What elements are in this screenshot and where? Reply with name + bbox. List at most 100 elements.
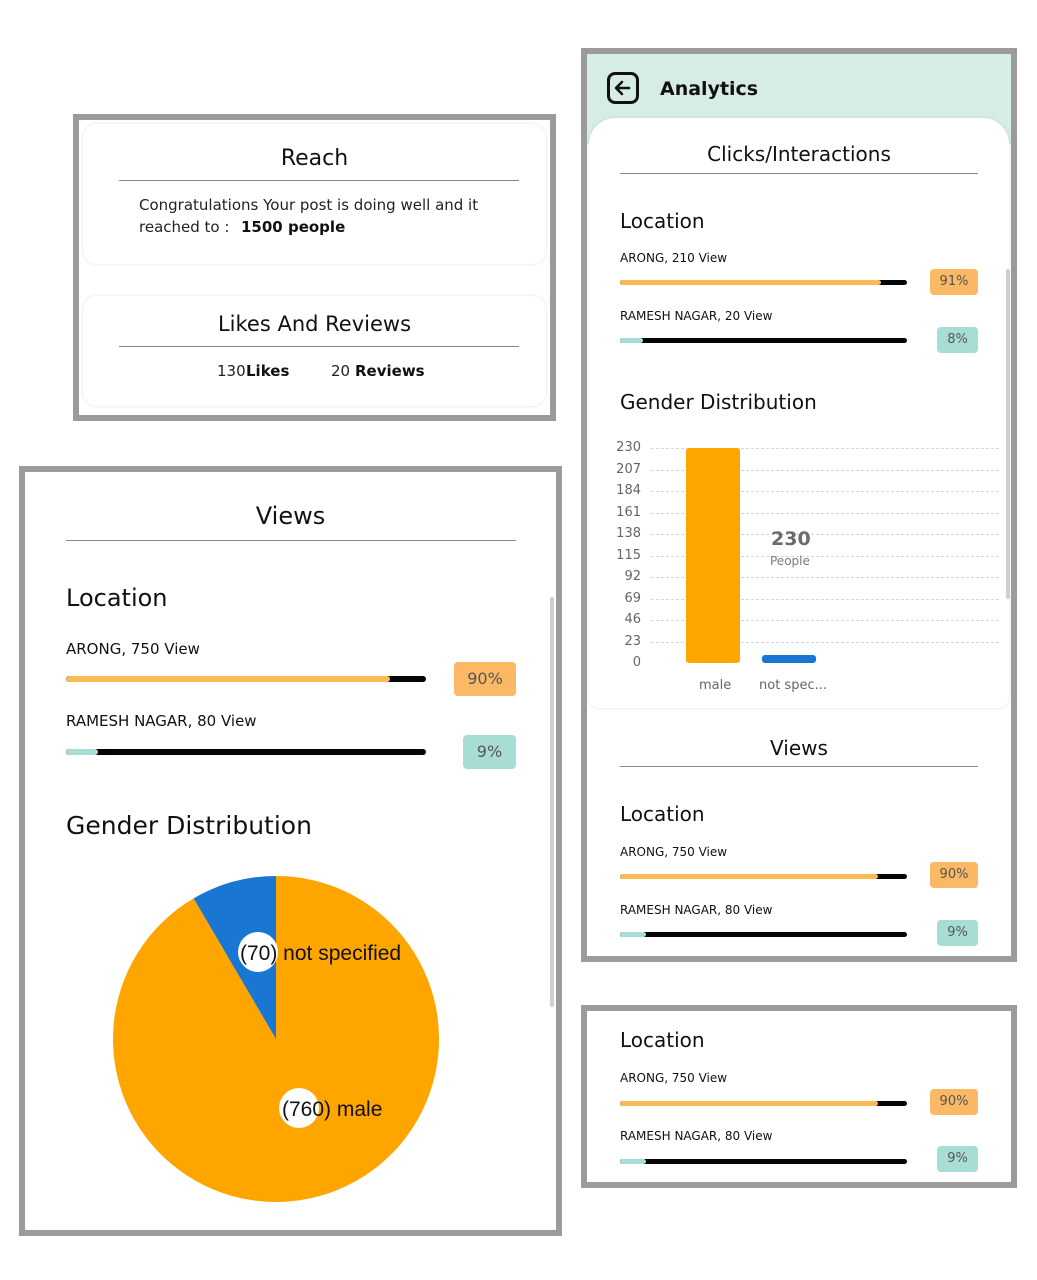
grid-line — [651, 577, 999, 578]
likes-divider — [119, 346, 519, 347]
views-gender-heading: Gender Distribution — [66, 811, 312, 840]
views-progress-bar-ramesh-nagar — [620, 932, 907, 937]
bar-male[interactable] — [686, 448, 740, 663]
bottom-location-label-arong: ARONG, 750 View — [620, 1071, 728, 1085]
y-axis: 230 207 184 161 138 115 92 69 46 23 0 — [609, 440, 649, 670]
views-scrollbar[interactable] — [550, 597, 554, 1007]
bottom-progress-fill-ramesh-nagar — [620, 1159, 646, 1164]
reach-count: 1500 people — [241, 218, 346, 236]
reach-title: Reach — [280, 146, 349, 171]
analytics-views-title: Views — [770, 736, 828, 760]
clicks-title: Clicks/Interactions — [707, 142, 891, 166]
chart-annotation-value: 230 — [771, 528, 811, 550]
reach-text-prefix: reached to : — [139, 218, 230, 236]
grid-line — [651, 448, 999, 449]
pie-slice-male — [112, 876, 439, 1202]
y-tick-label: 230 — [616, 440, 641, 455]
progress-bar-arong — [66, 676, 426, 682]
click-location-label-arong: ARONG, 210 View — [620, 251, 728, 265]
views-percent-badge-ramesh-nagar: 9% — [937, 920, 978, 946]
y-tick-label: 115 — [616, 547, 641, 563]
y-tick-label: 207 — [616, 461, 641, 477]
clicks-card: Clicks/Interactions Location ARONG, 210 … — [589, 118, 1009, 708]
analytics-panel: Analytics Clicks/Interactions Location A… — [581, 48, 1017, 962]
views-progress-fill-ramesh-nagar — [620, 932, 646, 937]
grid-line — [651, 469, 999, 471]
views-location-label-arong: ARONG, 750 View — [620, 845, 728, 859]
views-percent-badge-arong: 90% — [930, 862, 978, 888]
bottom-percent-badge-arong: 90% — [930, 1089, 978, 1115]
progress-fill-arong — [66, 676, 390, 682]
location-label-ramesh-nagar: RAMESH NAGAR, 80 View — [66, 712, 257, 730]
grid-line — [651, 555, 999, 557]
analytics-views-divider — [620, 766, 978, 767]
reach-text: Congratulations Your post is doing well … — [139, 196, 479, 214]
grid-line — [651, 512, 999, 514]
clicks-location-heading: Location — [620, 209, 705, 233]
y-tick-label: 0 — [632, 655, 641, 670]
y-tick-label: 23 — [624, 633, 641, 649]
click-progress-bar-arong — [620, 280, 907, 285]
pie-label-dot-not-specified — [238, 932, 278, 972]
pie-label-dot-male — [279, 1088, 319, 1128]
percent-badge-ramesh-nagar: 9% — [463, 735, 516, 769]
reach-panel: Reach Congratulations Your post is doing… — [73, 114, 556, 421]
reviews-label: Reviews — [355, 362, 425, 380]
click-percent-badge-arong: 91% — [930, 269, 978, 295]
reach-card: Reach Congratulations Your post is doing… — [83, 124, 546, 264]
gender-bar-chart: 230 207 184 161 138 115 92 69 46 23 0 230 People m… — [609, 440, 999, 700]
gender-pie-chart: (70) not specified (760) male — [112, 876, 439, 1202]
percent-badge-arong: 90% — [454, 662, 516, 696]
views-divider — [66, 540, 516, 541]
likes-card: Likes And Reviews 130 Likes 20 Reviews — [83, 296, 546, 406]
arrow-left-icon — [614, 80, 631, 96]
clicks-divider — [620, 173, 978, 174]
bottom-percent-badge-ramesh-nagar: 9% — [937, 1146, 978, 1172]
grid-line — [651, 534, 999, 535]
analytics-scrollbar[interactable] — [1006, 269, 1010, 599]
x-label-male: male — [699, 678, 732, 693]
page-title: Analytics — [660, 78, 759, 100]
views-panel: Views Location ARONG, 750 View 90% RAMES… — [19, 466, 562, 1236]
y-tick-label: 184 — [616, 483, 641, 498]
chart-grid — [651, 440, 999, 670]
reach-divider — [119, 180, 519, 181]
grid-line — [651, 641, 999, 643]
back-button[interactable] — [607, 72, 639, 104]
views-progress-fill-arong — [620, 874, 879, 879]
progress-fill-ramesh-nagar — [66, 749, 99, 755]
bottom-progress-bar-ramesh-nagar — [620, 1159, 907, 1164]
grid-line — [651, 491, 999, 492]
click-location-label-ramesh-nagar: RAMESH NAGAR, 20 View — [620, 309, 773, 323]
reviews-count: 20 — [331, 362, 351, 380]
click-progress-bar-ramesh-nagar — [620, 338, 907, 343]
likes-count: 130 — [217, 362, 246, 380]
click-progress-fill-ramesh-nagar — [620, 338, 643, 343]
bar-not-specified[interactable] — [762, 655, 816, 663]
click-progress-fill-arong — [620, 280, 882, 285]
click-percent-badge-ramesh-nagar: 8% — [937, 327, 978, 353]
views-title: Views — [255, 502, 326, 530]
bottom-progress-bar-arong — [620, 1101, 907, 1106]
likes-label: Likes — [246, 362, 290, 380]
pie-label-not-specified: (70) not specified — [240, 942, 401, 965]
x-label-not-specified: not spec... — [759, 678, 827, 693]
views-location-heading: Location — [66, 584, 168, 612]
bottom-location-label-ramesh-nagar: RAMESH NAGAR, 80 View — [620, 1129, 773, 1143]
y-tick-label: 161 — [616, 504, 641, 520]
chart-annotation-unit: People — [770, 554, 810, 568]
grid-line — [651, 620, 999, 621]
views-location-label-ramesh-nagar: RAMESH NAGAR, 80 View — [620, 903, 773, 917]
location-panel: Location ARONG, 750 View 90% RAMESH NAGA… — [581, 1005, 1017, 1188]
clicks-gender-heading: Gender Distribution — [620, 390, 817, 414]
analytics-views-location-heading: Location — [620, 802, 705, 826]
y-tick-label: 138 — [616, 526, 641, 541]
likes-title: Likes And Reviews — [217, 312, 412, 336]
y-tick-label: 46 — [624, 612, 641, 627]
bottom-progress-fill-arong — [620, 1101, 879, 1106]
progress-bar-ramesh-nagar — [66, 749, 426, 755]
views-progress-bar-arong — [620, 874, 907, 879]
location-label-arong: ARONG, 750 View — [66, 640, 200, 658]
grid-line — [651, 598, 999, 600]
y-tick-label: 69 — [624, 590, 641, 606]
